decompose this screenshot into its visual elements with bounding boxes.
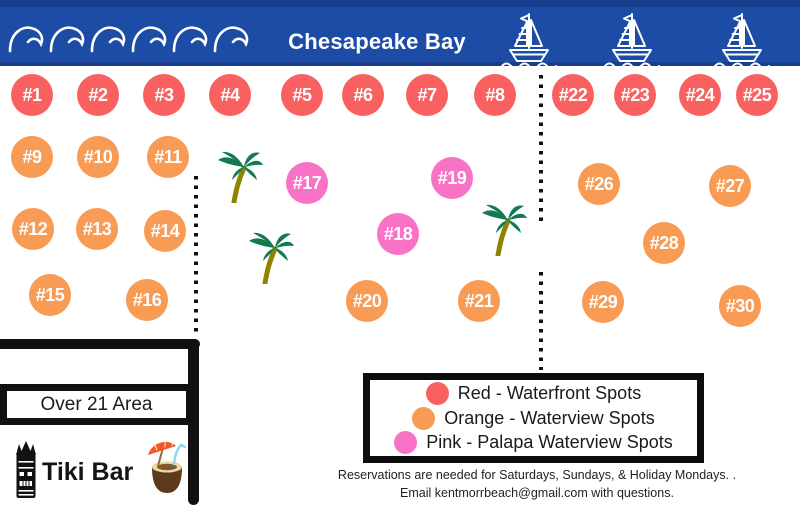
- spot-circle-12: #12: [12, 208, 54, 250]
- spot-circle-20: #20: [346, 280, 388, 322]
- spot-circle-21: #21: [458, 280, 500, 322]
- legend-label-orange: Orange - Waterview Spots: [444, 407, 655, 428]
- legend-row-red: Red - Waterfront Spots: [425, 382, 642, 406]
- spot-circle-15: #15: [29, 274, 71, 316]
- coconut-drink-icon: [148, 440, 187, 493]
- palm-tree-icon: [249, 232, 294, 284]
- palm-tree-icon: [482, 204, 527, 256]
- red-dot-icon: [425, 382, 449, 406]
- spot-circle-19: #19: [431, 157, 473, 199]
- palm-tree-icon: [218, 151, 263, 203]
- dotted-divider-left: [194, 176, 198, 333]
- reservation-notes: Reservations are needed for Saturdays, S…: [287, 466, 787, 503]
- sailboat-icon: [496, 10, 560, 70]
- spot-circle-16: #16: [126, 279, 168, 321]
- boundary-line-horizontal: [0, 339, 200, 349]
- spot-circle-30: #30: [719, 285, 761, 327]
- page-title: Chesapeake Bay: [288, 29, 466, 54]
- spot-circle-11: #11: [147, 136, 189, 178]
- pink-dot-icon: [394, 430, 418, 454]
- spot-circle-25: #25: [736, 74, 778, 116]
- sailboat-icon: [709, 10, 773, 70]
- spot-circle-26: #26: [578, 163, 620, 205]
- spot-circle-28: #28: [643, 222, 685, 264]
- dotted-divider-right-upper: [539, 75, 543, 226]
- boundary-line-vertical: [188, 339, 199, 505]
- legend-row-orange: Orange - Waterview Spots: [412, 406, 655, 430]
- dotted-divider-right-lower: [539, 272, 543, 370]
- reservation-note-line2: Email kentmorrbeach@gmail.com with quest…: [400, 486, 674, 500]
- spot-circle-8: #8: [474, 74, 516, 116]
- tiki-totem-icon: [16, 441, 36, 498]
- spot-circle-9: #9: [11, 136, 53, 178]
- legend-label-red: Red - Waterfront Spots: [457, 383, 642, 404]
- spot-circle-4: #4: [209, 74, 251, 116]
- spot-circle-13: #13: [76, 208, 118, 250]
- spot-circle-23: #23: [614, 74, 656, 116]
- legend-label-pink: Pink - Palapa Waterview Spots: [426, 431, 673, 452]
- spot-circle-6: #6: [342, 74, 384, 116]
- spot-circle-3: #3: [143, 74, 185, 116]
- spot-circle-14: #14: [144, 210, 186, 252]
- legend-box: Red - Waterfront Spots Orange - Watervie…: [363, 373, 704, 463]
- spot-circle-2: #2: [77, 74, 119, 116]
- spot-circle-18: #18: [377, 213, 419, 255]
- spot-circle-7: #7: [406, 74, 448, 116]
- sailboat-icon: [599, 10, 663, 70]
- orange-dot-icon: [412, 406, 436, 430]
- spot-circle-5: #5: [281, 74, 323, 116]
- spot-circle-17: #17: [286, 162, 328, 204]
- spot-circle-27: #27: [709, 165, 751, 207]
- tiki-bar-label: Tiki Bar: [42, 458, 134, 486]
- over-21-area-label: Over 21 Area: [40, 393, 153, 415]
- spot-circle-29: #29: [582, 281, 624, 323]
- spot-circle-10: #10: [77, 136, 119, 178]
- over-21-area-box: Over 21 Area: [0, 384, 193, 425]
- spot-circle-22: #22: [552, 74, 594, 116]
- waves-icon: [8, 26, 249, 53]
- reservation-note-line1: Reservations are needed for Saturdays, S…: [337, 468, 737, 482]
- spot-circle-1: #1: [11, 74, 53, 116]
- legend-row-pink: Pink - Palapa Waterview Spots: [394, 430, 673, 454]
- spot-circle-24: #24: [679, 74, 721, 116]
- header-banner: Chesapeake Bay: [0, 0, 800, 66]
